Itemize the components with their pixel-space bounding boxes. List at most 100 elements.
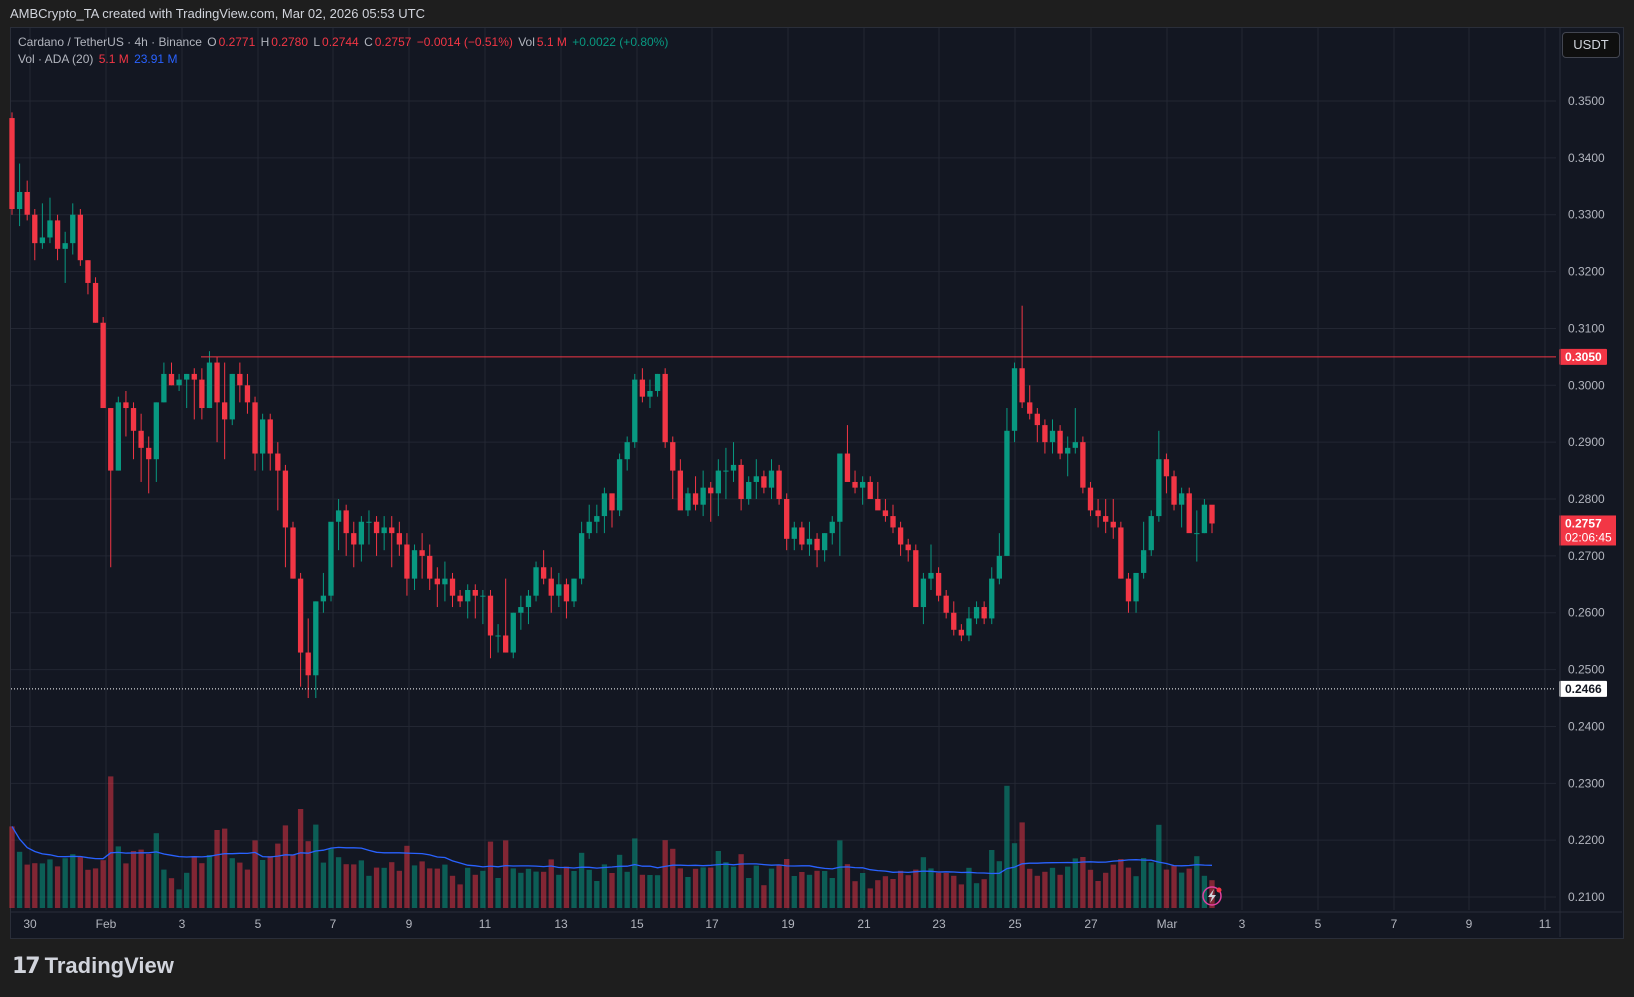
candle-body[interactable]	[578, 533, 585, 579]
candle-body[interactable]	[966, 618, 972, 636]
candle-body[interactable]	[1103, 516, 1109, 522]
candle-body[interactable]	[518, 607, 524, 613]
candle-body[interactable]	[958, 629, 965, 636]
candle-body[interactable]	[632, 379, 638, 443]
candle-body[interactable]	[457, 595, 463, 602]
candle-body[interactable]	[1019, 368, 1025, 403]
candle-body[interactable]	[1201, 504, 1208, 534]
candle-body[interactable]	[465, 589, 471, 602]
candle-body[interactable]	[259, 419, 266, 454]
candle-body[interactable]	[1110, 521, 1116, 528]
candle-body[interactable]	[297, 578, 304, 653]
candle-body[interactable]	[784, 499, 790, 539]
candle-body[interactable]	[981, 607, 987, 619]
candle-body[interactable]	[1087, 487, 1094, 511]
candle-body[interactable]	[85, 260, 91, 283]
candle-body[interactable]	[199, 379, 205, 409]
candle-body[interactable]	[480, 595, 486, 597]
candle-body[interactable]	[814, 538, 820, 551]
candle-body[interactable]	[1080, 442, 1086, 488]
candle-body[interactable]	[692, 493, 699, 505]
candle-body[interactable]	[647, 390, 653, 397]
candle-body[interactable]	[138, 430, 144, 448]
candle-body[interactable]	[214, 362, 220, 403]
candle-body[interactable]	[799, 527, 805, 545]
candle-body[interactable]	[343, 510, 349, 534]
candle-body[interactable]	[852, 481, 858, 488]
candle-body[interactable]	[844, 453, 851, 482]
candle-body[interactable]	[472, 589, 478, 596]
candle-body[interactable]	[746, 481, 752, 500]
candle-body[interactable]	[1072, 442, 1078, 448]
candle-body[interactable]	[275, 453, 281, 471]
candle-body[interactable]	[419, 550, 425, 556]
candle-body[interactable]	[358, 521, 365, 545]
candle-body[interactable]	[905, 544, 911, 551]
candle-body[interactable]	[654, 373, 661, 391]
candle-body[interactable]	[404, 544, 410, 579]
candle-body[interactable]	[449, 578, 456, 596]
candle-body[interactable]	[206, 362, 213, 409]
candle-body[interactable]	[100, 322, 106, 409]
candle-body[interactable]	[487, 595, 494, 636]
candle-body[interactable]	[943, 595, 949, 613]
candle-body[interactable]	[913, 550, 919, 608]
candle-body[interactable]	[935, 572, 942, 596]
candle-body[interactable]	[1125, 578, 1132, 602]
candle-body[interactable]	[594, 516, 600, 522]
candle-body[interactable]	[366, 521, 372, 523]
candle-body[interactable]	[335, 510, 342, 522]
candle-body[interactable]	[328, 521, 334, 596]
candle-body[interactable]	[1156, 459, 1162, 517]
candle-body[interactable]	[700, 487, 706, 505]
candle-body[interactable]	[510, 612, 516, 653]
candle-body[interactable]	[146, 447, 152, 460]
candle-body[interactable]	[115, 402, 121, 471]
candle-body[interactable]	[882, 510, 889, 517]
candle-body[interactable]	[381, 527, 387, 534]
candle-body[interactable]	[24, 191, 30, 215]
candle-body[interactable]	[1209, 504, 1215, 524]
candle-body[interactable]	[685, 493, 691, 511]
candle-body[interactable]	[130, 408, 137, 431]
candle-body[interactable]	[252, 402, 258, 454]
candle-body[interactable]	[875, 499, 881, 511]
candle-body[interactable]	[616, 459, 623, 511]
candle-body[interactable]	[928, 572, 934, 579]
candle-body[interactable]	[677, 470, 684, 511]
candle-body[interactable]	[176, 379, 182, 386]
candle-body[interactable]	[1194, 533, 1200, 535]
candle-body[interactable]	[1163, 459, 1170, 477]
candle-body[interactable]	[1034, 413, 1040, 426]
candle-body[interactable]	[715, 470, 721, 494]
candle-body[interactable]	[191, 373, 197, 380]
candle-body[interactable]	[54, 220, 61, 249]
candle-body[interactable]	[761, 476, 767, 488]
candle-body[interactable]	[373, 521, 380, 534]
candle-body[interactable]	[1148, 516, 1154, 551]
candle-body[interactable]	[244, 385, 251, 403]
symbol-title[interactable]: Cardano / TetherUS · 4h · Binance	[18, 35, 202, 49]
candle-body[interactable]	[39, 237, 46, 244]
currency-button[interactable]: USDT	[1562, 32, 1620, 58]
candle-body[interactable]	[313, 601, 319, 676]
candle-body[interactable]	[662, 373, 668, 443]
candle-body[interactable]	[571, 578, 577, 602]
candle-body[interactable]	[601, 493, 608, 517]
candle-body[interactable]	[639, 379, 646, 397]
candle-body[interactable]	[123, 402, 129, 409]
candle-body[interactable]	[859, 481, 866, 488]
candle-body[interactable]	[184, 373, 190, 380]
candle-body[interactable]	[548, 578, 554, 596]
candle-body[interactable]	[153, 402, 159, 460]
candle-body[interactable]	[1057, 430, 1063, 454]
candle-body[interactable]	[1171, 476, 1177, 505]
candle-body[interactable]	[16, 191, 23, 210]
candle-body[interactable]	[32, 214, 38, 244]
candle-body[interactable]	[1042, 425, 1048, 443]
candle-body[interactable]	[609, 493, 615, 511]
candle-body[interactable]	[806, 538, 813, 545]
candle-body[interactable]	[495, 635, 501, 637]
candle-body[interactable]	[768, 470, 775, 488]
candle-body[interactable]	[1140, 550, 1147, 573]
